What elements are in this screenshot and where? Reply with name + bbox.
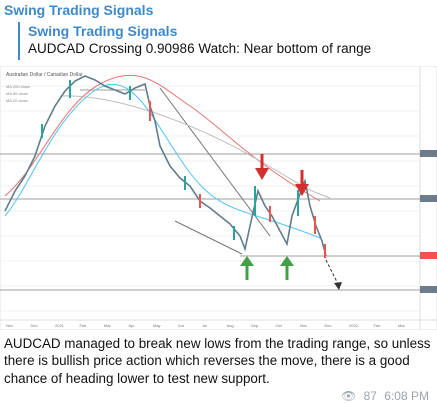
reply-quote[interactable]: Swing Trading Signals AUDCAD Crossing 0.…	[18, 22, 371, 60]
chart-image[interactable]: Australian Dollar / Canadian Dollar MA 2…	[0, 65, 437, 331]
x-axis-label: Nov	[300, 323, 307, 328]
x-axis-label: Feb	[374, 323, 382, 328]
x-axis-label: Apr	[129, 323, 136, 328]
chart-svg: Australian Dollar / Canadian Dollar MA 2…	[0, 65, 437, 331]
view-count: 87	[363, 389, 377, 403]
x-axis-label: Jun	[178, 323, 184, 328]
chart-indicator: MA 50 close	[6, 91, 29, 96]
arrow-up-icon	[240, 256, 254, 280]
message-text: AUDCAD managed to break new lows from th…	[4, 336, 431, 386]
message-time: 6:08 PM	[384, 389, 429, 403]
reply-text: AUDCAD Crossing 0.90986 Watch: Near bott…	[28, 41, 372, 56]
x-axis-label: May	[153, 323, 161, 328]
x-axis-label: Oct	[276, 323, 283, 328]
reply-author: Swing Trading Signals	[28, 23, 178, 39]
x-axis-label: Nov	[6, 323, 13, 328]
chart-indicator: MA 20 close	[6, 98, 29, 103]
x-axis-label: 2021	[55, 323, 65, 328]
message-meta: 👁 87 6:08 PM	[337, 389, 429, 403]
arrow-down-icon	[295, 170, 309, 196]
projection-arrow-icon	[325, 259, 342, 290]
eye-icon: 👁	[341, 389, 357, 403]
arrow-up-icon	[280, 256, 294, 280]
x-axis-label: Jul	[202, 323, 207, 328]
chart-indicator: MA 200 close	[6, 84, 31, 89]
x-axis-label: Mar	[104, 323, 112, 328]
x-axis-label: Feb	[80, 323, 88, 328]
channel-title[interactable]: Swing Trading Signals	[4, 2, 154, 18]
x-axis-label: Dec	[31, 323, 38, 328]
x-axis-label: 2022	[349, 323, 359, 328]
x-axis-label: Mar	[398, 323, 406, 328]
x-axis-label: Sep	[251, 323, 259, 328]
x-axis-label: Dec	[325, 323, 332, 328]
x-axis-label: Aug	[227, 323, 234, 328]
arrow-down-icon	[255, 154, 269, 180]
chart-title: Australian Dollar / Canadian Dollar	[6, 72, 83, 78]
